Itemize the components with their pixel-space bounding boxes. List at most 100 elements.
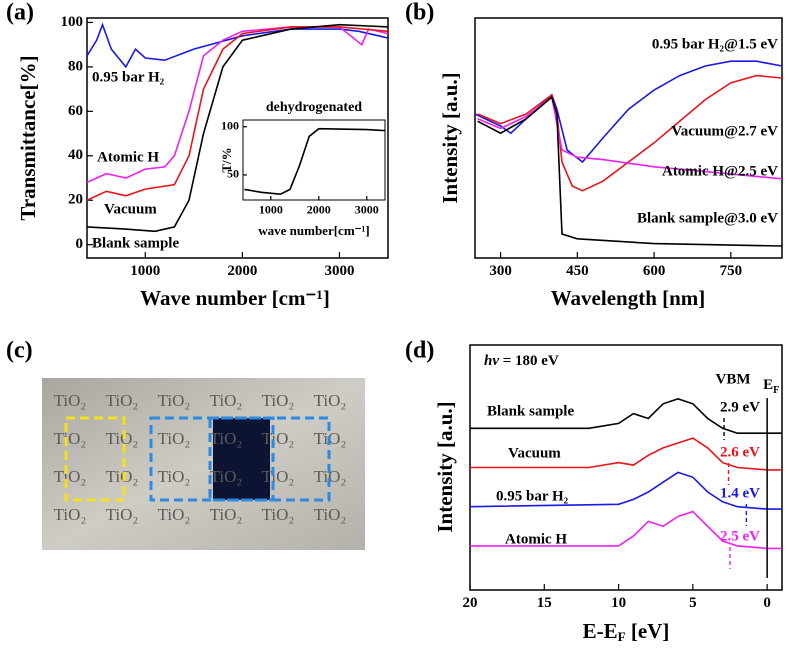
y-axis-label: Transmittance[%] [16, 55, 40, 220]
photo-text: TiO₂ [314, 467, 347, 486]
x-tick-label: 2000 [227, 263, 257, 279]
panel-label: (b) [405, 0, 434, 26]
series-line [470, 510, 782, 550]
photo-text: TiO₂ [314, 505, 347, 524]
series-label: Atomic H [97, 149, 159, 165]
series-label: 0.95 bar H₂@1.5 eV [652, 36, 778, 52]
vbm-label: 2.6 eV [720, 444, 760, 460]
photo-text: TiO₂ [158, 429, 191, 448]
x-axis-label-sub: F [618, 629, 626, 644]
vbm-label: 2.9 eV [720, 399, 760, 415]
photo-text: TiO₂ [262, 429, 295, 448]
photo-text: TiO₂ [106, 505, 139, 524]
x-tick-label: 1000 [130, 263, 160, 279]
photo-text: TiO₂ [210, 391, 243, 410]
photo-text: TiO₂ [210, 467, 243, 486]
panel-label: (a) [6, 0, 34, 26]
photo-text: TiO₂ [158, 391, 191, 410]
photo-text: TiO₂ [314, 391, 347, 410]
photo-text: TiO₂ [106, 391, 139, 410]
photon-energy: hv = 180 eV [484, 353, 559, 369]
y-tick-label: 100 [221, 118, 239, 132]
series-label: Blank sample [487, 403, 574, 419]
x-tick-label: 750 [720, 263, 743, 279]
photo-text: TiO₂ [210, 429, 243, 448]
y-tick-label: 80 [68, 58, 83, 74]
photo-text: TiO₂ [54, 467, 87, 486]
x-tick-label: 10 [611, 595, 626, 611]
y-tick-label: 60 [68, 103, 83, 119]
y-tick-label: 0 [76, 236, 84, 252]
x-axis-label-main: E-E [583, 619, 618, 643]
series-line [477, 95, 783, 247]
series-line [86, 22, 389, 69]
fermi-label: EF [763, 377, 779, 396]
series-line [86, 26, 389, 184]
x-tick-label: 450 [566, 263, 589, 279]
x-tick-label: 600 [643, 263, 666, 279]
x-axis-label: E-EF [eV] [583, 619, 670, 644]
series-label: Vacuum [508, 445, 561, 461]
photon-value: = 180 eV [499, 353, 559, 369]
photo-background [42, 378, 365, 550]
fermi-sub: F [773, 385, 779, 396]
x-tick-label: 1000 [259, 203, 283, 217]
series-line [470, 437, 782, 471]
panel-label: (c) [6, 338, 33, 364]
vbm-title: VBM [716, 371, 751, 387]
series-line [477, 95, 783, 180]
x-axis-label: Wavelength [nm] [551, 286, 706, 310]
vbm-label: 1.4 eV [720, 485, 760, 501]
photo: TiO₂ TiO₂ TiO₂ TiO₂ TiO₂ TiO₂ TiO₂ TiO₂ TiO₂ TiO₂… [42, 378, 365, 550]
highlight-frame [64, 416, 126, 502]
series-line [86, 26, 389, 201]
series-label: Blank sample@3.0 eV [637, 210, 778, 226]
series-label: Atomic H@2.5 eV [662, 163, 778, 179]
plot-frame [474, 17, 783, 259]
photo-text: TiO₂ [158, 467, 191, 486]
x-axis-label-tail: [eV] [626, 619, 670, 643]
x-tick-label: 3000 [355, 203, 379, 217]
photo-text: TiO₂ [106, 467, 139, 486]
series-label: 0.95 bar H₂ [496, 488, 569, 504]
series-label: Vacuum [104, 201, 157, 217]
photo-text: TiO₂ [158, 505, 191, 524]
x-tick-label: 3000 [324, 263, 354, 279]
series-label: Atomic H [505, 531, 567, 547]
x-axis-label: wave number[cm⁻¹] [258, 223, 369, 238]
highlight-frame [208, 416, 275, 502]
series-label: Blank sample [92, 235, 179, 251]
y-tick-label: 100 [61, 14, 84, 30]
series-line [477, 74, 783, 192]
series-label: Vacuum@2.7 eV [671, 123, 778, 139]
inset-title: dehydrogenated [266, 100, 362, 115]
x-tick-label: 5 [689, 595, 697, 611]
photon-symbol: hv [484, 353, 499, 369]
photo-text: TiO₂ [262, 391, 295, 410]
x-tick-label: 0 [763, 595, 771, 611]
fermi-main: E [763, 377, 773, 393]
y-tick-label: 20 [68, 192, 83, 208]
y-axis-label: Intensity [a.u.] [433, 401, 457, 532]
y-axis-label: Intensity [a.u.] [438, 72, 462, 203]
series-line [244, 127, 386, 196]
panel-label: (d) [405, 338, 434, 364]
photo-text: TiO₂ [54, 429, 87, 448]
series-line [470, 398, 782, 434]
vbm-label: 2.5 eV [720, 528, 760, 544]
y-axis-label: T/% [219, 147, 234, 172]
series-line [469, 471, 782, 510]
y-tick-label: 50 [227, 167, 239, 181]
x-tick-label: 15 [537, 595, 552, 611]
photo-text: TiO₂ [262, 467, 295, 486]
photo-text: TiO₂ [106, 429, 139, 448]
photo-text: TiO₂ [54, 391, 87, 410]
series-line [474, 60, 783, 164]
dark-sample [213, 418, 270, 500]
x-tick-label: 20 [463, 595, 478, 611]
x-axis-label: Wave number [cm⁻¹] [140, 286, 330, 310]
photo-text: TiO₂ [262, 505, 295, 524]
series-label: 0.95 bar H₂ [92, 69, 165, 85]
series-line [86, 23, 389, 233]
